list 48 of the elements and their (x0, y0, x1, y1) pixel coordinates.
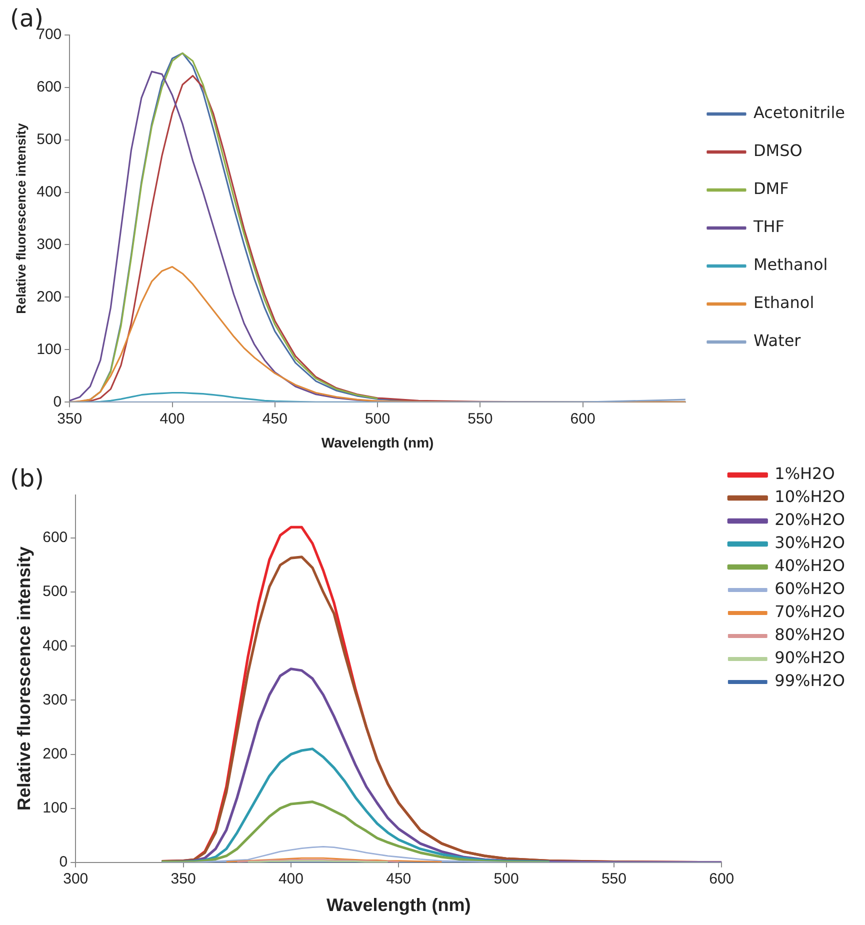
y-tick-label: 300 (36, 236, 62, 253)
y-tick-label: 600 (36, 78, 62, 96)
y-tick-label: 0 (53, 393, 62, 410)
x-tick-label: 450 (262, 410, 288, 428)
x-tick-label: 400 (160, 410, 185, 428)
y-tick-label: 400 (42, 637, 68, 654)
y-tick-label: 200 (42, 745, 68, 762)
legend-label: 60%H2O (774, 579, 846, 598)
x-axis-title: Wavelength (nm) (321, 434, 434, 450)
legend-label: Ethanol (753, 293, 814, 312)
legend-label: 10%H2O (774, 487, 846, 506)
x-tick-label: 350 (170, 870, 196, 888)
x-tick-label: 600 (709, 870, 734, 888)
x-tick-label: 500 (494, 870, 519, 888)
x-tick-label: 600 (570, 410, 596, 428)
x-tick-label: 350 (57, 410, 82, 428)
x-tick-label: 400 (278, 870, 304, 888)
x-tick-label: 500 (365, 410, 390, 428)
legend-label: 99%H2O (774, 671, 846, 690)
y-tick-label: 200 (36, 288, 62, 306)
x-tick-label: 550 (468, 410, 493, 428)
x-axis-title: Wavelength (nm) (326, 895, 471, 916)
legend-label: Acetonitrile (753, 103, 846, 122)
legend-label: 40%H2O (774, 556, 846, 576)
y-tick-label: 300 (42, 691, 68, 708)
y-tick-label: 400 (36, 183, 62, 200)
legend-label: DMF (753, 179, 789, 198)
y-axis-title: Relative fluorescence intensity (14, 546, 34, 811)
legend-label: Methanol (753, 255, 828, 274)
y-tick-label: 500 (42, 583, 68, 600)
legend-label: 30%H2O (774, 533, 846, 552)
legend-label: DMSO (753, 141, 802, 160)
y-tick-label: 600 (42, 529, 68, 546)
legend-label: 1%H2O (774, 464, 835, 484)
y-tick-label: 100 (36, 340, 62, 358)
legend-label: 80%H2O (774, 625, 846, 644)
legend-label: 70%H2O (774, 602, 846, 622)
x-tick-label: 450 (386, 870, 412, 888)
chart-title: (b) (10, 464, 44, 493)
legend-label: Water (753, 331, 802, 350)
y-tick-label: 500 (36, 130, 62, 148)
y-tick-label: 0 (59, 854, 68, 871)
legend-label: 90%H2O (774, 648, 846, 668)
legend-label: THF (752, 217, 784, 236)
y-tick-label: 100 (42, 799, 68, 816)
y-axis-title: Relative fluorescence intensity (13, 122, 28, 314)
legend-label: 20%H2O (774, 510, 846, 530)
x-tick-label: 550 (601, 870, 626, 888)
